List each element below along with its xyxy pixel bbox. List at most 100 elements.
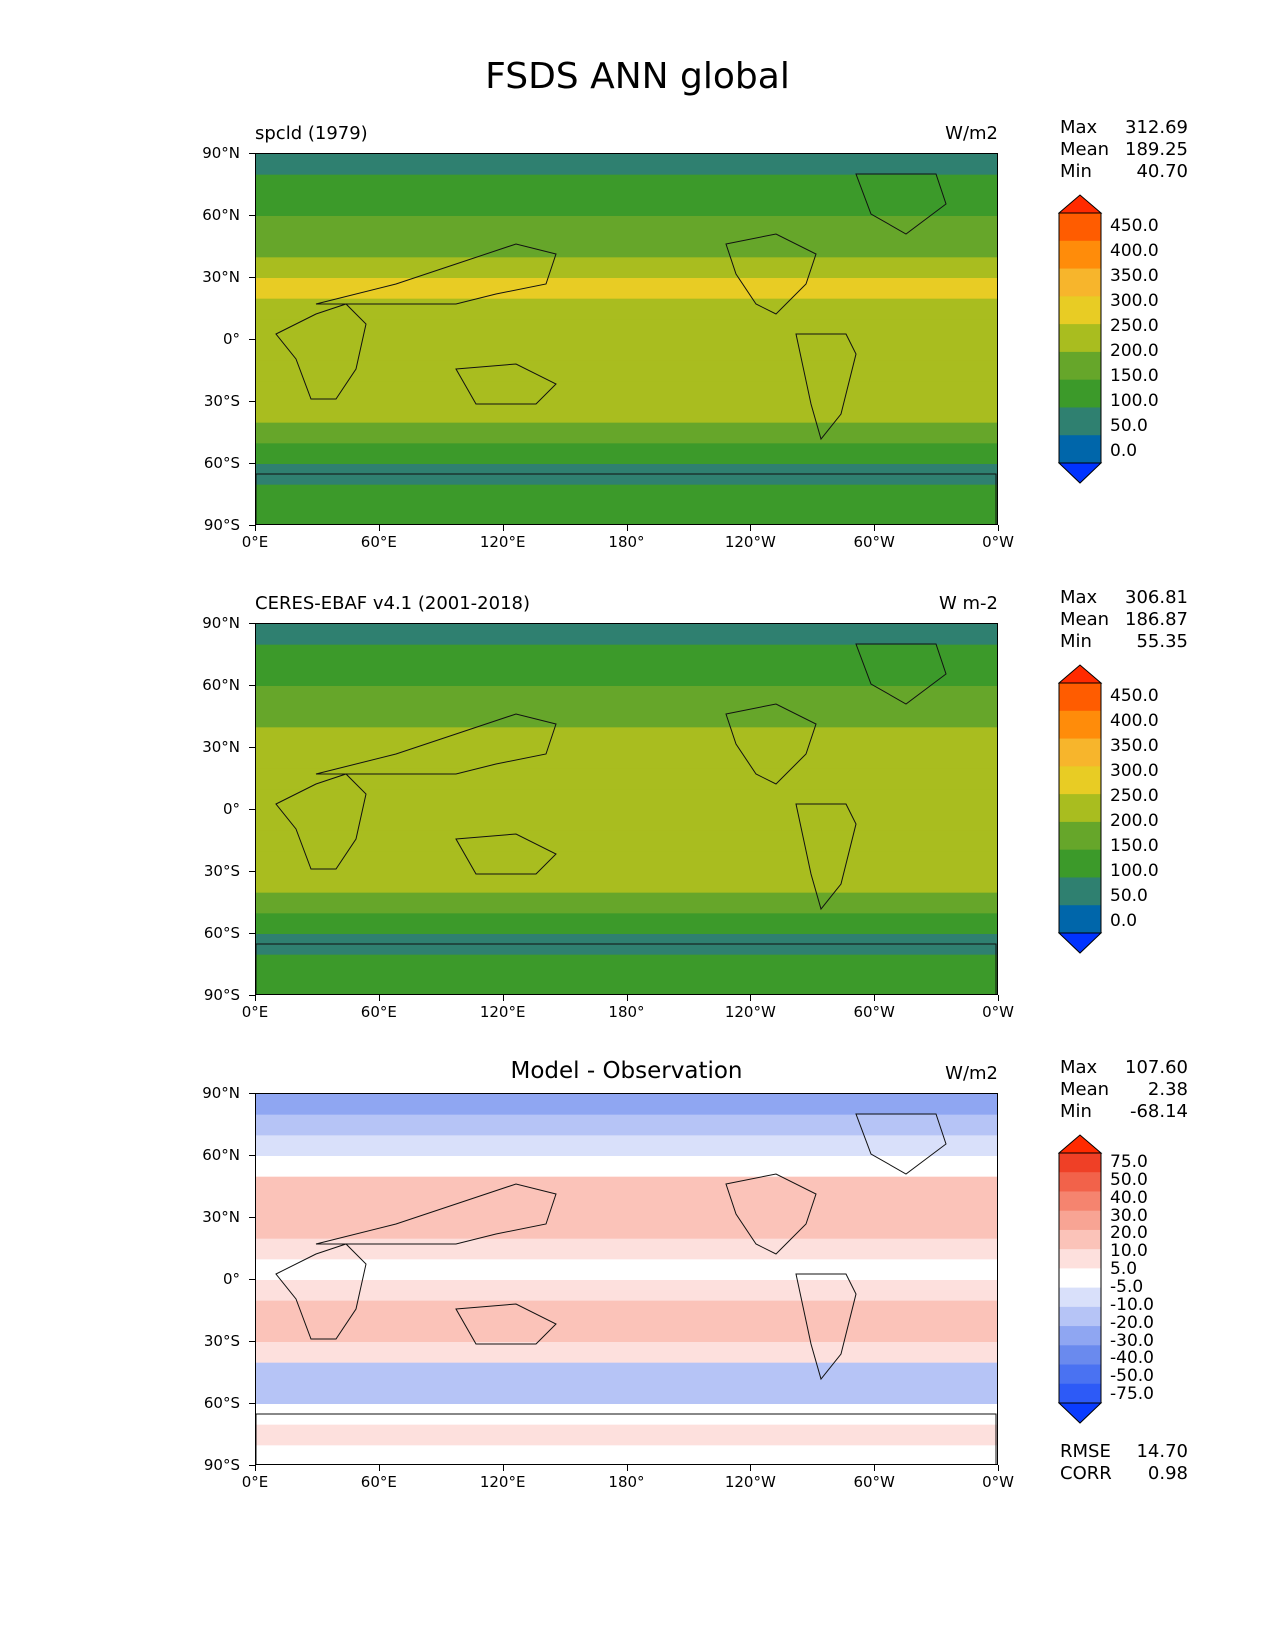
rmse-label: RMSE: [1060, 1441, 1111, 1462]
min-label: Min: [1060, 161, 1092, 182]
zonal-band-35: [256, 257, 997, 279]
colorbar-label: -5.0: [1110, 1276, 1144, 1297]
x-tick-label: 0°E: [241, 1473, 269, 1491]
x-tick: [874, 995, 876, 1001]
x-tick-label: 120°E: [479, 533, 526, 551]
x-tick-label: 120°W: [724, 1473, 776, 1491]
min-label: Min: [1060, 631, 1092, 652]
colorbar-label: 0.0: [1110, 910, 1138, 931]
x-tick: [626, 995, 628, 1001]
min-label: Min: [1060, 1101, 1092, 1122]
x-tick-label: 0°E: [241, 533, 269, 551]
error-stats: RMSE 14.70 CORR 0.98: [1060, 1441, 1188, 1485]
zonal-band--75: [256, 1424, 997, 1446]
colorbar-segment: [1059, 1249, 1101, 1269]
map-area: [255, 1093, 998, 1465]
y-tick-label: 60°N: [202, 1146, 240, 1164]
colorbar-label: 75.0: [1110, 1151, 1148, 1172]
colorbar-segment: [1059, 1345, 1101, 1366]
zonal-band--85: [256, 1445, 997, 1464]
colorbar-label: 200.0: [1110, 340, 1159, 361]
zonal-band--55: [256, 1383, 997, 1405]
coastline-5: [855, 173, 947, 235]
y-tick: [249, 215, 255, 216]
zonal-band-5: [256, 319, 997, 341]
colorbar-label: 400.0: [1110, 710, 1159, 731]
coastline-4: [795, 1273, 857, 1381]
x-tick: [750, 995, 752, 1001]
zonal-band-65: [256, 195, 997, 217]
coastline-3: [725, 703, 817, 785]
zonal-band-55: [256, 686, 997, 708]
coastline-1: [315, 243, 557, 305]
colorbar-segment: [1059, 1364, 1101, 1385]
x-tick-label: 120°E: [479, 1473, 526, 1491]
zonal-band-35: [256, 1197, 997, 1219]
colorbar-label: 300.0: [1110, 760, 1159, 781]
zonal-band-75: [256, 174, 997, 196]
y-tick: [249, 995, 255, 996]
x-tick-label: 60°E: [360, 1473, 397, 1491]
colorbar-label: 100.0: [1110, 390, 1159, 411]
zonal-band--5: [256, 810, 997, 832]
colorbar-extend-min: [1058, 1402, 1103, 1424]
x-tick: [255, 1465, 256, 1471]
y-tick-label: 30°S: [203, 392, 240, 410]
stats-box: Max 306.81 Mean 186.87 Min 55.35: [1060, 587, 1188, 653]
coastline-3: [725, 233, 817, 315]
colorbar-segment: [1059, 849, 1101, 878]
x-tick-label: 60°W: [853, 1473, 895, 1491]
x-tick: [378, 525, 380, 531]
colorbar-extend-min: [1058, 932, 1103, 954]
x-tick-label: 180°: [608, 1473, 645, 1491]
coastline-2: [455, 1303, 557, 1345]
contour-field: [256, 154, 997, 524]
max-value: 306.81: [1125, 587, 1188, 608]
y-tick-label: 60°S: [203, 454, 240, 472]
x-tick: [255, 995, 256, 1001]
colorbar-label: 150.0: [1110, 365, 1159, 386]
colorbar-segment: [1059, 240, 1101, 270]
colorbar-segment: [1059, 1229, 1101, 1250]
zonal-band--15: [256, 1300, 997, 1322]
y-tick: [249, 153, 255, 154]
y-tick: [249, 1341, 255, 1342]
colorbar-label: 200.0: [1110, 810, 1159, 831]
colorbar-segment: [1059, 1268, 1101, 1289]
x-tick: [998, 1465, 999, 1471]
colorbar-segment: [1059, 710, 1101, 740]
y-tick-label: 0°: [222, 330, 240, 348]
x-tick-label: 0°E: [241, 1003, 269, 1021]
coastline-4: [795, 333, 857, 441]
x-tick-label: 120°W: [724, 533, 776, 551]
figure-title: FSDS ANN global: [485, 56, 790, 97]
coastline-0: [275, 773, 367, 870]
zonal-band--25: [256, 381, 997, 403]
y-tick: [249, 809, 255, 810]
min-value: 40.70: [1136, 161, 1188, 182]
y-tick-label: 90°S: [203, 1456, 240, 1474]
zonal-band--35: [256, 872, 997, 894]
colorbar-segment: [1059, 407, 1101, 436]
contour-field: [256, 624, 997, 994]
coastline-2: [455, 363, 557, 405]
zonal-band--25: [256, 1321, 997, 1343]
y-tick: [249, 871, 255, 872]
colorbar-segment: [1059, 1172, 1101, 1192]
y-tick-label: 30°S: [203, 862, 240, 880]
colorbar-label: 350.0: [1110, 735, 1159, 756]
colorbar-label: 0.0: [1110, 440, 1138, 461]
max-value: 107.60: [1125, 1057, 1188, 1078]
colorbar-segment: [1059, 683, 1101, 712]
zonal-band-25: [256, 1218, 997, 1240]
y-tick: [249, 1279, 255, 1280]
y-tick: [249, 525, 255, 526]
x-tick-label: 180°: [608, 1003, 645, 1021]
colorbar-frame: [1058, 682, 1102, 934]
zonal-band--35: [256, 402, 997, 424]
panel-units: W/m2: [945, 123, 998, 144]
colorbar-segment: [1059, 821, 1101, 851]
colorbar-label: -40.0: [1110, 1348, 1154, 1369]
colorbar-segment: [1059, 877, 1101, 906]
colorbar-segment: [1059, 351, 1101, 381]
